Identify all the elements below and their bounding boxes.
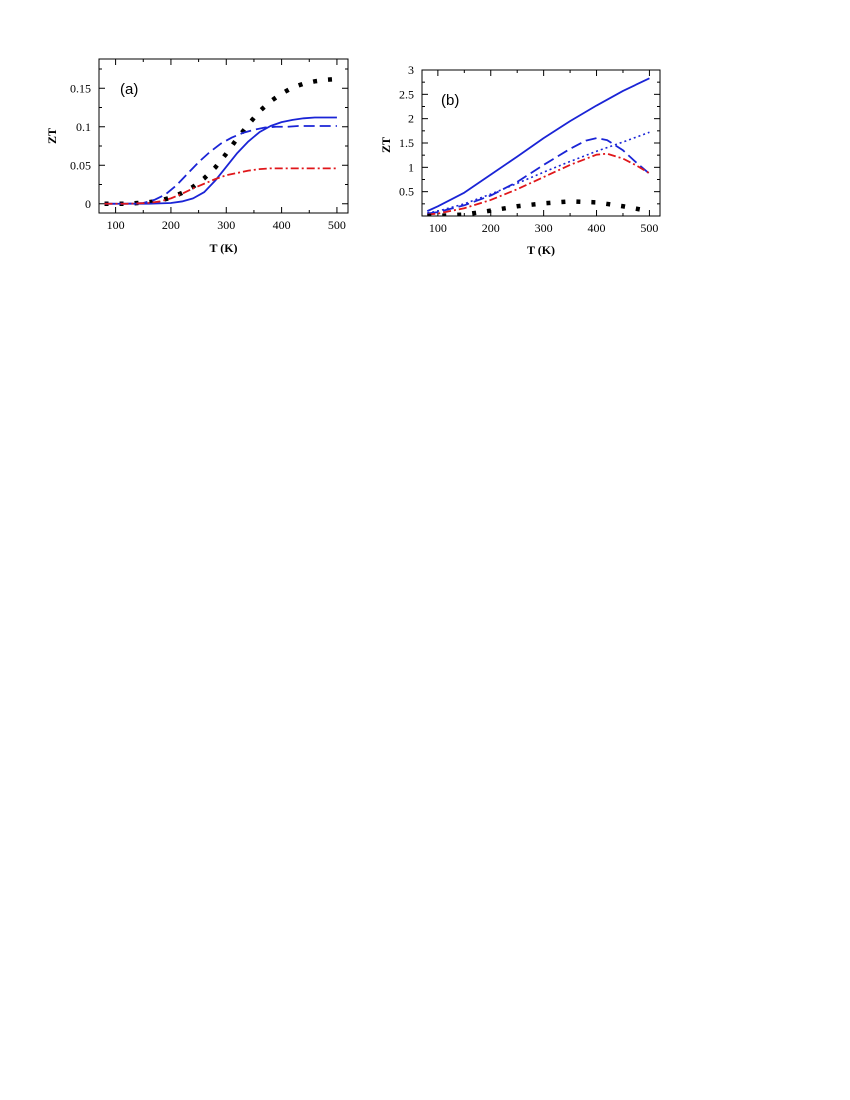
y-tick-label: 0.1 [76, 120, 91, 134]
chart-panel-a: 100 200 300 400 500 0 0.05 0.1 0.15 (a) T (K) ZT [45, 58, 349, 255]
y-tick-label: 0 [85, 197, 91, 211]
panel-label: (a) [120, 81, 138, 98]
series-line-3 [104, 125, 337, 205]
y-tick-label: 2.5 [399, 87, 414, 101]
y-axis-title: ZT [379, 137, 393, 153]
x-axis-title: T (K) [527, 243, 555, 257]
chart-panel-b: 100 200 300 400 500 0.5 1 1.5 2 2.5 3 (b) T (K) ZT [379, 63, 661, 257]
x-tick-label: 400 [588, 221, 606, 235]
tick-labels: 100 200 300 400 500 0 0.05 0.1 0.15 [70, 81, 346, 232]
series-group [104, 76, 338, 207]
y-tick-label: 2 [408, 112, 414, 126]
y-tick-label: 0.15 [70, 81, 91, 95]
x-tick-label: 300 [535, 221, 553, 235]
series-line-5 [427, 199, 650, 216]
plot-frame [98, 58, 349, 214]
x-tick-label: 100 [429, 221, 447, 235]
ticks [99, 59, 348, 213]
y-tick-label: 0.5 [399, 185, 414, 199]
ticks [422, 69, 660, 216]
x-tick-label: 100 [107, 218, 125, 232]
x-axis-title: T (K) [209, 241, 237, 255]
series-line-2 [427, 137, 651, 215]
x-tick-label: 300 [217, 218, 235, 232]
y-tick-label: 1 [408, 160, 414, 174]
x-tick-label: 200 [482, 221, 500, 235]
x-tick-label: 500 [328, 218, 346, 232]
series-line-4 [427, 152, 650, 216]
y-tick-label: 3 [408, 63, 414, 77]
x-tick-label: 400 [273, 218, 291, 232]
y-tick-label: 1.5 [399, 136, 414, 150]
series-line-4 [104, 167, 337, 205]
series-line-2 [104, 116, 337, 205]
tick-labels: 100 200 300 400 500 0.5 1 1.5 2 2.5 3 [399, 63, 658, 235]
panel-label: (b) [441, 92, 459, 109]
x-tick-label: 200 [162, 218, 180, 232]
y-tick-label: 0.05 [70, 158, 91, 172]
series-line-1 [426, 77, 650, 212]
series-group [426, 77, 651, 216]
x-tick-label: 500 [640, 221, 658, 235]
y-axis-title: ZT [45, 128, 59, 144]
